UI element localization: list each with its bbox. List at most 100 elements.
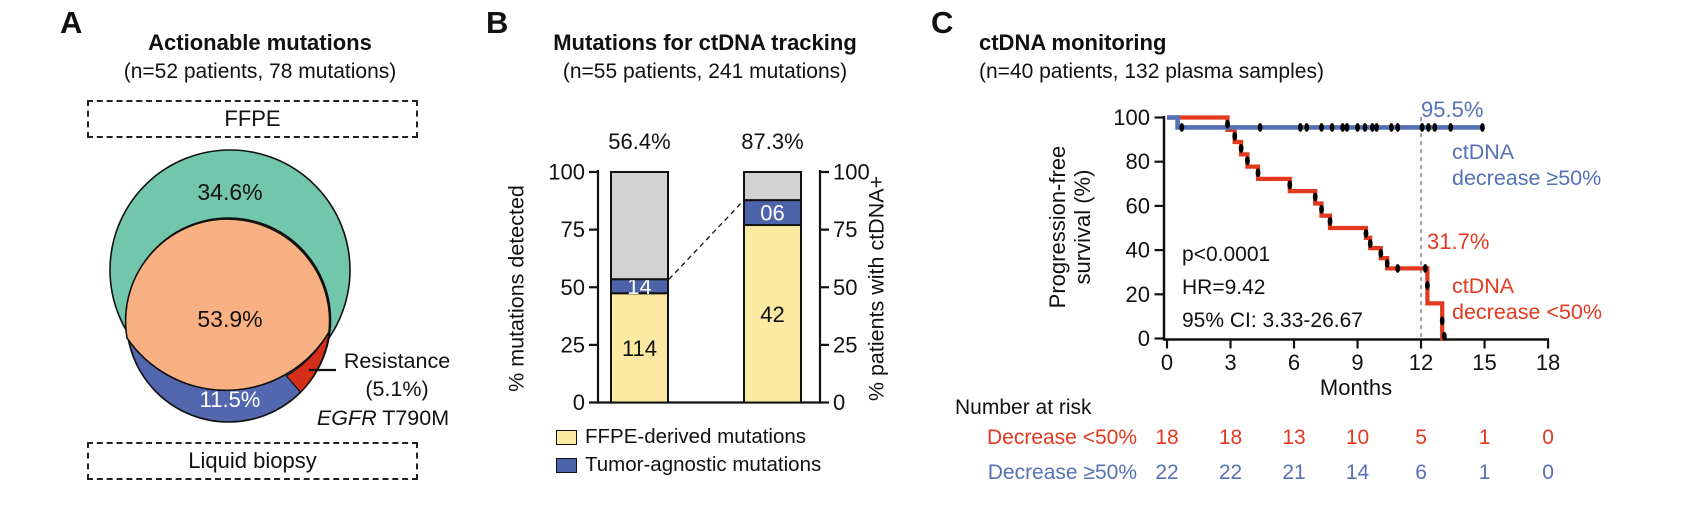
overlap-percentage: 53.9% — [197, 306, 262, 332]
c-x-tick-label: 6 — [1288, 350, 1300, 375]
tumor-agnostic-legend-swatch — [556, 457, 577, 473]
red-event-mark — [1238, 144, 1244, 153]
panel-a-title-block: Actionable mutations (n=52 patients, 78 … — [80, 30, 440, 84]
ffpe-set-label: FFPE — [224, 106, 281, 131]
red-curve-end-label: 31.7% — [1427, 229, 1490, 254]
c-x-tick-label: 12 — [1409, 350, 1433, 375]
blue-censor-mark — [1426, 123, 1431, 132]
blue-censor-mark — [1419, 123, 1425, 132]
ffpe-legend-label: FFPE-derived mutations — [585, 425, 807, 448]
at-risk-value: 0 — [1542, 461, 1554, 484]
c-y-tick-label: 0 — [1138, 326, 1150, 351]
bar-segment — [743, 224, 802, 404]
at-risk-value: 6 — [1415, 461, 1427, 484]
b-right-tick-label: 25 — [833, 332, 857, 357]
panel-b-subtitle: (n=55 patients, 241 mutations) — [562, 60, 848, 83]
at-risk-value: 21 — [1282, 461, 1305, 484]
c-y-tick-label: 40 — [1126, 238, 1150, 263]
at-risk-value: 13 — [1282, 426, 1305, 449]
red-event-mark — [1378, 249, 1384, 258]
number-at-risk-header: Number at risk — [955, 396, 1092, 419]
c-y-tick-label: 100 — [1113, 105, 1150, 130]
b-legend: FFPE-derived mutations Tumor-agnostic mu… — [556, 423, 821, 479]
panel-c-subtitle: (n=40 patients, 132 plasma samples) — [979, 60, 1324, 83]
at-risk-value: 0 — [1542, 426, 1554, 449]
panel-b-title: Mutations for ctDNA tracking — [553, 30, 857, 55]
ffpe-set-box: FFPE — [87, 100, 418, 138]
at-risk-value: 18 — [1219, 426, 1242, 449]
c-x-tick-label: 18 — [1536, 350, 1560, 375]
blue-censor-mark — [1432, 123, 1438, 132]
c-y-tick-label: 60 — [1126, 193, 1150, 218]
blue-curve-name-line2: decrease ≥50% — [1452, 166, 1602, 190]
blue-censor-mark — [1355, 123, 1360, 132]
red-event-mark — [1395, 264, 1401, 273]
blue-censor-mark — [1179, 123, 1185, 132]
blue-censor-mark — [1304, 123, 1310, 132]
c-x-axis-title: Months — [1319, 375, 1393, 400]
resistance-percentage: (5.1%) — [365, 377, 428, 401]
b-left-tick-label: 25 — [561, 332, 585, 357]
red-event-mark — [1287, 180, 1293, 190]
blue-curve-end-label: 95.5% — [1421, 97, 1484, 122]
red-event-mark — [1384, 258, 1390, 268]
at-risk-row-label: Decrease ≥50% — [988, 461, 1137, 484]
venn-diagram: 34.6% 53.9% 11.5% Resistance (5.1%) EGFR… — [109, 149, 450, 430]
red-event-mark — [1327, 216, 1333, 226]
b-left-tick-label: 50 — [561, 275, 585, 300]
confidence-interval: 95% CI: 3.33-26.67 — [1182, 309, 1363, 332]
blue-censor-mark — [1297, 123, 1303, 132]
red-event-mark — [1319, 204, 1324, 214]
hazard-ratio: HR=9.42 — [1182, 276, 1266, 299]
blue-censor-mark — [1319, 123, 1324, 132]
c-x-tick-label: 9 — [1351, 350, 1363, 375]
red-event-mark — [1232, 131, 1238, 141]
red-event-mark — [1422, 264, 1428, 273]
blue-censor-mark — [1329, 123, 1335, 132]
tumor-agnostic-legend-label: Tumor-agnostic mutations — [585, 453, 822, 476]
ffpe-legend-swatch — [556, 429, 577, 445]
c-x-tick-label: 3 — [1224, 350, 1236, 375]
blue-segment-connector-dashed-line — [668, 199, 745, 280]
legend-row-tumor-agnostic: Tumor-agnostic mutations — [556, 451, 821, 479]
red-curve-name-line2: decrease <50% — [1452, 300, 1603, 324]
b-right-tick-label: 75 — [833, 217, 857, 242]
legend-row-ffpe: FFPE-derived mutations — [556, 423, 821, 451]
at-risk-value: 18 — [1155, 426, 1178, 449]
blue-censor-mark — [1389, 123, 1394, 132]
blue-censor-mark — [1369, 123, 1375, 132]
red-event-mark — [1441, 331, 1447, 341]
blue-curve-name-line1: ctDNA — [1452, 140, 1515, 164]
panel-b-letter: B — [486, 5, 509, 40]
b-right-tick-label: 50 — [833, 275, 857, 300]
blue-censor-mark — [1448, 123, 1454, 132]
p-value: p<0.0001 — [1182, 243, 1271, 266]
panel-c-title: ctDNA monitoring — [979, 30, 1167, 55]
panel-c-title-block: ctDNA monitoring (n=40 patients, 132 pla… — [979, 30, 1324, 84]
red-event-mark — [1245, 156, 1250, 165]
red-event-mark — [1225, 119, 1230, 129]
bar-top-percentage: 56.4% — [608, 129, 670, 154]
b-left-tick-label: 75 — [561, 217, 585, 242]
blue-censor-mark — [1362, 123, 1368, 132]
bar-segment-value: 114 — [622, 336, 657, 361]
c-y-tick-label: 20 — [1126, 282, 1150, 307]
liquid-only-percentage: 11.5% — [200, 387, 261, 412]
red-survival-curve — [1167, 115, 1446, 341]
b-right-tick-label: 100 — [833, 160, 870, 185]
at-risk-value: 1 — [1479, 426, 1491, 449]
at-risk-value: 1 — [1479, 461, 1491, 484]
b-left-tick-label: 0 — [573, 390, 585, 415]
red-event-mark — [1367, 239, 1373, 248]
blue-censor-mark — [1257, 123, 1263, 132]
blue-censor-mark — [1340, 123, 1346, 132]
at-risk-value: 22 — [1155, 461, 1178, 484]
b-right-tick-label: 0 — [833, 390, 845, 415]
c-x-tick-label: 0 — [1161, 350, 1173, 375]
panel-a-title: Actionable mutations — [148, 30, 372, 55]
bar-top-percentage: 87.3% — [741, 129, 803, 154]
panel-b-title-block: Mutations for ctDNA tracking (n=55 patie… — [510, 30, 900, 84]
